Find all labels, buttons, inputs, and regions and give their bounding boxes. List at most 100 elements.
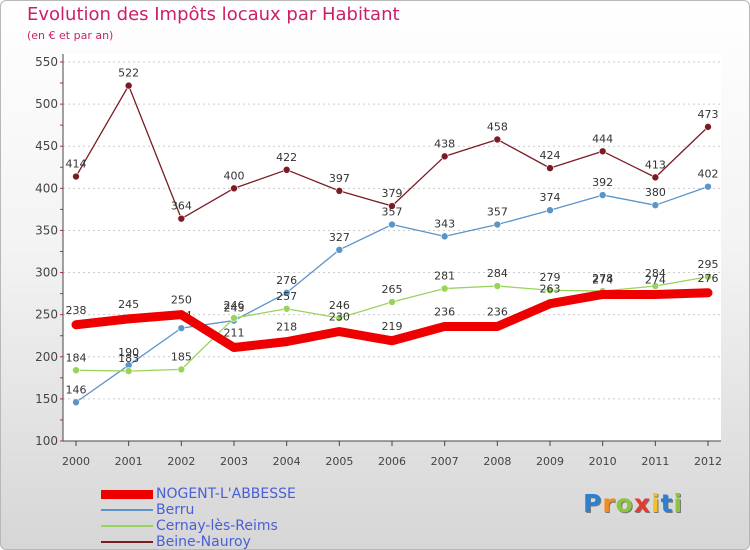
x-tick-label: 2004 — [273, 455, 301, 468]
legend-swatch-beine — [101, 541, 153, 543]
y-tick-label: 300 — [35, 266, 58, 280]
y-tick-label: 150 — [35, 392, 58, 406]
x-tick-label: 2002 — [167, 455, 195, 468]
data-point-beine-nauroy — [546, 164, 554, 172]
data-label-nogent-l-abbesse: 276 — [698, 272, 719, 285]
logo-letter: t — [660, 489, 674, 518]
data-label-beine-nauroy: 438 — [434, 137, 455, 150]
data-label-cernay-l-s-reims: 246 — [329, 299, 350, 312]
x-tick-label: 2009 — [536, 455, 564, 468]
x-tick-label: 2010 — [589, 455, 617, 468]
data-point-beine-nauroy — [230, 184, 238, 193]
data-point-berru — [651, 201, 660, 209]
data-label-beine-nauroy: 414 — [66, 158, 87, 171]
y-tick-label: 550 — [35, 55, 58, 69]
data-label-beine-nauroy: 397 — [329, 172, 350, 185]
x-tick-label: 2012 — [694, 455, 722, 468]
data-point-berru — [440, 232, 449, 241]
data-point-berru — [704, 182, 712, 191]
data-label-berru: 343 — [434, 217, 455, 230]
data-point-berru — [493, 220, 502, 229]
logo-letter: i — [673, 489, 684, 518]
data-point-beine-nauroy — [388, 202, 396, 210]
data-label-beine-nauroy: 379 — [382, 187, 403, 200]
data-label-beine-nauroy: 522 — [118, 67, 139, 80]
data-label-nogent-l-abbesse: 263 — [540, 283, 561, 296]
y-tick-label: 350 — [35, 223, 58, 237]
data-label-nogent-l-abbesse: 274 — [592, 273, 613, 286]
proxiti-logo: Proxiti — [583, 489, 683, 518]
data-point-cernay-l-s-reims — [704, 272, 712, 281]
data-label-beine-nauroy: 424 — [540, 149, 561, 162]
data-point-berru — [335, 246, 344, 254]
data-point-berru — [546, 206, 554, 215]
legend-swatch-nogent — [101, 490, 153, 499]
data-point-beine-nauroy — [335, 187, 344, 195]
data-point-cernay-l-s-reims — [177, 365, 186, 374]
data-label-cernay-l-s-reims: 246 — [224, 299, 245, 312]
data-label-berru: 357 — [382, 206, 403, 219]
data-point-cernay-l-s-reims — [546, 286, 554, 295]
data-point-beine-nauroy — [282, 166, 291, 174]
legend-label-cernay: Cernay-lès-Reims — [156, 518, 278, 534]
data-point-berru — [282, 288, 291, 297]
logo-letter: i — [651, 489, 661, 518]
data-label-beine-nauroy: 422 — [276, 151, 297, 164]
data-label-nogent-l-abbesse: 230 — [329, 311, 350, 324]
logo-letter: r — [602, 489, 616, 518]
legend-swatch-cernay — [101, 525, 153, 527]
x-tick-label: 2007 — [431, 455, 459, 468]
data-label-nogent-l-abbesse: 250 — [171, 294, 192, 307]
data-label-nogent-l-abbesse: 219 — [382, 320, 403, 333]
data-point-cernay-l-s-reims — [335, 314, 344, 322]
data-label-berru: 357 — [487, 206, 508, 219]
legend-label-berru: Berru — [156, 502, 195, 518]
data-label-nogent-l-abbesse: 218 — [276, 321, 297, 334]
data-label-cernay-l-s-reims: 281 — [434, 270, 455, 283]
data-label-cernay-l-s-reims: 257 — [276, 290, 297, 303]
data-label-cernay-l-s-reims: 185 — [171, 350, 192, 363]
series-line-nogent-l-abbesse — [71, 288, 713, 353]
data-label-nogent-l-abbesse: 236 — [487, 305, 508, 318]
logo-letter: x — [633, 489, 651, 518]
data-label-nogent-l-abbesse: 238 — [66, 304, 87, 317]
legend-swatch-berru — [101, 509, 153, 511]
data-point-beine-nauroy — [651, 173, 660, 182]
data-point-berru — [177, 324, 186, 332]
data-label-cernay-l-s-reims: 279 — [540, 271, 561, 284]
data-label-beine-nauroy: 364 — [171, 200, 192, 213]
y-tick-label: 500 — [35, 97, 58, 111]
data-point-cernay-l-s-reims — [124, 367, 133, 375]
data-label-beine-nauroy: 473 — [698, 108, 719, 121]
plot-area — [63, 54, 721, 441]
data-label-berru: 392 — [592, 176, 613, 189]
data-point-beine-nauroy — [124, 81, 133, 90]
data-label-berru: 146 — [66, 383, 87, 396]
data-label-beine-nauroy: 400 — [224, 169, 245, 182]
data-point-cernay-l-s-reims — [493, 282, 502, 290]
data-point-beine-nauroy — [72, 172, 80, 181]
y-tick-label: 400 — [35, 181, 58, 195]
y-tick-label: 100 — [35, 434, 58, 448]
y-tick-label: 200 — [35, 350, 58, 364]
data-label-cernay-l-s-reims: 265 — [382, 283, 403, 296]
data-label-berru: 190 — [118, 346, 139, 359]
data-point-cernay-l-s-reims — [651, 282, 660, 290]
chart-title: Evolution des Impôts locaux par Habitant — [27, 4, 400, 25]
data-label-beine-nauroy: 458 — [487, 120, 508, 133]
data-label-beine-nauroy: 413 — [645, 158, 666, 171]
logo-letter: o — [615, 489, 634, 518]
data-point-berru — [388, 220, 396, 229]
data-point-berru — [72, 398, 80, 407]
x-tick-label: 2008 — [483, 455, 511, 468]
legend-label-nogent: NOGENT-L'ABBESSE — [156, 486, 296, 502]
data-point-cernay-l-s-reims — [440, 284, 449, 293]
data-label-cernay-l-s-reims: 295 — [698, 258, 719, 271]
legend-label-beine: Beine-Nauroy — [156, 534, 251, 550]
data-point-cernay-l-s-reims — [282, 304, 291, 313]
x-tick-label: 2005 — [325, 455, 353, 468]
data-point-cernay-l-s-reims — [230, 314, 238, 322]
data-label-berru: 243 — [224, 302, 245, 315]
